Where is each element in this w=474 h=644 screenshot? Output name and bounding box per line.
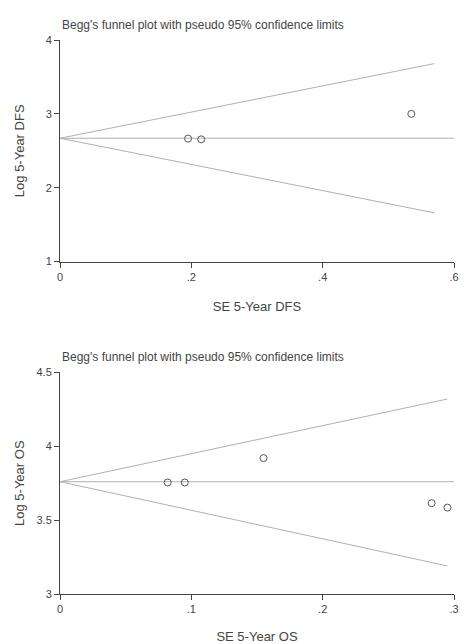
svg-text:0: 0 (57, 603, 63, 615)
svg-text:SE 5-Year DFS: SE 5-Year DFS (213, 299, 302, 314)
svg-text:3: 3 (46, 588, 52, 600)
svg-text:.4: .4 (318, 271, 327, 283)
svg-text:SE 5-Year OS: SE 5-Year OS (216, 629, 298, 644)
svg-text:3: 3 (46, 108, 52, 120)
svg-text:1: 1 (46, 255, 52, 267)
svg-text:.2: .2 (318, 603, 327, 615)
svg-text:2: 2 (46, 182, 52, 194)
svg-text:3.5: 3.5 (37, 514, 52, 526)
svg-text:Begg's funnel plot with pseudo: Begg's funnel plot with pseudo 95% confi… (62, 350, 344, 364)
svg-text:.1: .1 (187, 603, 196, 615)
svg-text:Log 5-Year OS: Log 5-Year OS (12, 440, 27, 526)
svg-text:Log 5-Year DFS: Log 5-Year DFS (12, 104, 27, 197)
svg-text:.2: .2 (187, 271, 196, 283)
svg-text:4: 4 (46, 440, 52, 452)
svg-text:Begg's funnel plot with pseudo: Begg's funnel plot with pseudo 95% confi… (62, 18, 344, 32)
svg-text:4.5: 4.5 (37, 366, 52, 378)
svg-text:0: 0 (57, 271, 63, 283)
svg-text:4: 4 (46, 34, 52, 46)
svg-text:.3: .3 (449, 603, 458, 615)
svg-text:.6: .6 (449, 271, 458, 283)
